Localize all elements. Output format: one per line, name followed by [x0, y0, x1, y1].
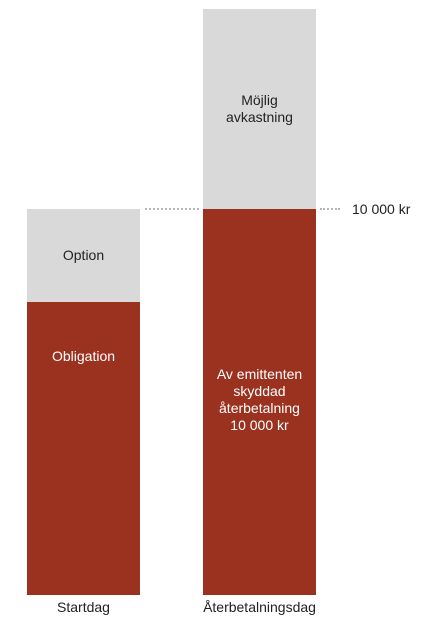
reference-dotted-line-right: [320, 208, 340, 210]
startdag-option-segment: Option: [27, 209, 140, 302]
mojlig-avkastning-label: Möjlig avkastning: [226, 92, 293, 125]
aterbetalning-mojlig-avkastning-segment: Möjlig avkastning: [203, 9, 316, 209]
reference-dotted-line-left: [145, 208, 199, 210]
option-label: Option: [62, 247, 105, 263]
aterbetalning-skyddad-segment: Av emittenten skyddad återbetalning 10 0…: [203, 209, 316, 595]
aterbetalningsdag-axis-label: Återbetalningsdag: [203, 599, 316, 615]
startdag-axis-label: Startdag: [57, 599, 110, 615]
skyddad-aterbetalning-label: Av emittenten skyddad återbetalning 10 0…: [216, 366, 303, 433]
reference-value-label: 10 000 kr: [352, 201, 411, 217]
obligation-label: Obligation: [51, 348, 116, 364]
startdag-obligation-segment: Obligation: [27, 302, 140, 595]
